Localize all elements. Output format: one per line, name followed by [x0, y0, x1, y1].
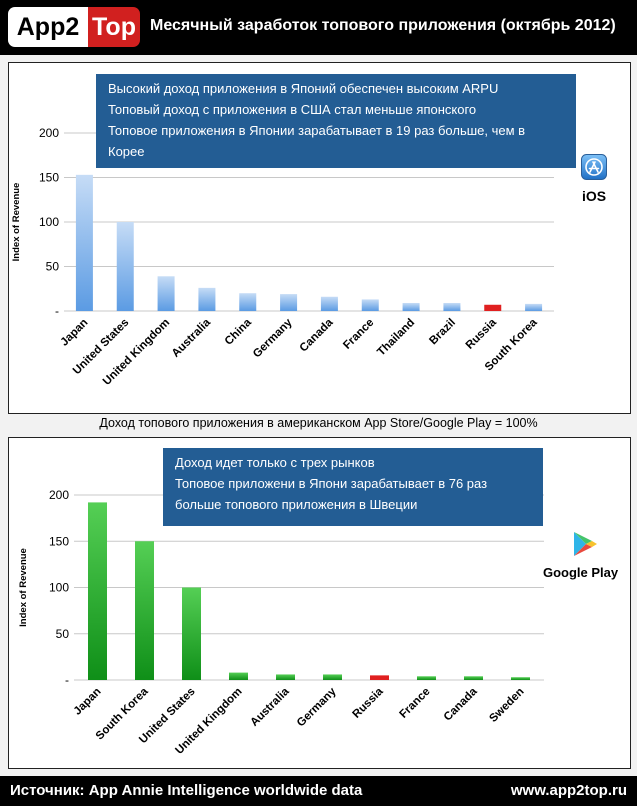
- app-store-icon: [581, 154, 607, 180]
- gp-y-tick-label: 200: [49, 488, 69, 502]
- ios-x-tick-label: Australia: [170, 316, 214, 360]
- google-play-info-box: Доход идет только с трех рынков Топовое …: [163, 448, 543, 526]
- info-line: Корее: [108, 144, 145, 159]
- gp-x-tick-label: France: [397, 686, 432, 721]
- gp-y-axis-label: Index of Revenue: [18, 548, 29, 627]
- ios-bar-united-states: [116, 222, 134, 311]
- ios-info-box: Высокий доход приложения в Японий обеспе…: [96, 74, 576, 168]
- google-play-platform-label: Google Play: [543, 565, 619, 580]
- ios-y-tick-label: 50: [46, 260, 60, 274]
- site-link[interactable]: www.app2top.ru: [510, 782, 627, 799]
- ios-x-tick-label: Thailand: [375, 317, 417, 359]
- gp-bar-south-korea: [135, 541, 154, 680]
- gp-bar-united-kingdom: [229, 672, 248, 680]
- ios-x-tick-label: Canada: [298, 316, 336, 354]
- middle-caption: Доход топового приложения в американском…: [99, 416, 538, 430]
- gp-x-tick-label: Australia: [248, 685, 292, 729]
- ios-bar-japan: [75, 174, 93, 311]
- gp-bar-sweden: [511, 677, 530, 680]
- info-line: Топовое приложени в Япони зарабатывает в…: [175, 476, 488, 491]
- gp-bar-japan: [88, 502, 107, 680]
- gp-y-tick-label: -: [65, 673, 69, 687]
- gp-bar-germany: [323, 674, 342, 680]
- ios-y-tick-label: 200: [39, 126, 59, 140]
- ios-bar-united-kingdom: [157, 276, 175, 311]
- ios-y-axis-label: Index of Revenue: [11, 183, 22, 262]
- gp-bar-canada: [464, 676, 483, 680]
- ios-y-tick-label: 100: [39, 215, 59, 229]
- ios-chart-panel: -50 100 150 200 Index of Revenue Japan United …: [8, 62, 631, 414]
- info-line: больше топового приложения в Швеции: [175, 497, 418, 512]
- footer-bar: Источник: App Annie Intelligence worldwi…: [0, 776, 637, 806]
- source-credit: Источник: App Annie Intelligence worldwi…: [10, 782, 363, 799]
- ios-bar-canada: [320, 296, 338, 311]
- ios-bar-france: [361, 299, 379, 311]
- google-play-icon: [574, 532, 597, 556]
- info-line: Топовое приложения в Японии зарабатывает…: [108, 123, 526, 138]
- info-line: Высокий доход приложения в Японий обеспе…: [108, 81, 499, 96]
- ios-bar-germany: [280, 294, 298, 311]
- logo-text-right: Top: [88, 7, 140, 47]
- gp-x-tick-label: Japan: [72, 686, 104, 718]
- ios-bar-brazil: [443, 302, 461, 311]
- info-line: Доход идет только с трех рынков: [175, 455, 375, 470]
- ios-x-tick-label: Brazil: [427, 317, 458, 348]
- gp-y-tick-label: 150: [49, 534, 69, 548]
- gp-x-tick-label: Germany: [295, 685, 339, 729]
- google-play-chart-panel: -50 100 150 200 Index of Revenue Japan South K…: [8, 437, 631, 769]
- gp-bar-united-states: [182, 587, 201, 680]
- header-bar: App2 Top Месячный заработок топового при…: [0, 0, 637, 55]
- ios-y-tick-label: 150: [39, 171, 59, 185]
- gp-bar-australia: [276, 674, 295, 680]
- logo-text-left: App2: [8, 7, 88, 47]
- ios-bar-australia: [198, 287, 216, 311]
- ios-x-tick-label: Japan: [59, 317, 91, 349]
- gp-x-tick-label: Canada: [442, 685, 480, 723]
- page-title: Месячный заработок топового приложения (…: [150, 17, 616, 34]
- gp-x-tick-label: Sweden: [487, 686, 526, 725]
- ios-bar-south-korea: [525, 303, 543, 311]
- ios-bar-russia: [484, 304, 502, 311]
- ios-bar-thailand: [402, 302, 420, 311]
- ios-bar-china: [239, 293, 257, 311]
- ios-x-tick-label: Germany: [251, 316, 295, 360]
- gp-y-tick-label: 100: [49, 581, 69, 595]
- ios-x-tick-label: Russia: [464, 316, 500, 352]
- gp-x-tick-label: Russia: [350, 685, 386, 721]
- ios-x-tick-label: France: [341, 317, 376, 352]
- ios-y-tick-label: -: [55, 304, 59, 318]
- gp-bar-russia: [370, 675, 389, 680]
- info-line: Топовый доход с приложения в США стал ме…: [108, 102, 477, 117]
- gp-y-tick-label: 50: [56, 627, 70, 641]
- ios-platform-label: iOS: [582, 188, 607, 204]
- ios-x-tick-label: China: [223, 316, 255, 348]
- gp-bar-france: [417, 676, 436, 680]
